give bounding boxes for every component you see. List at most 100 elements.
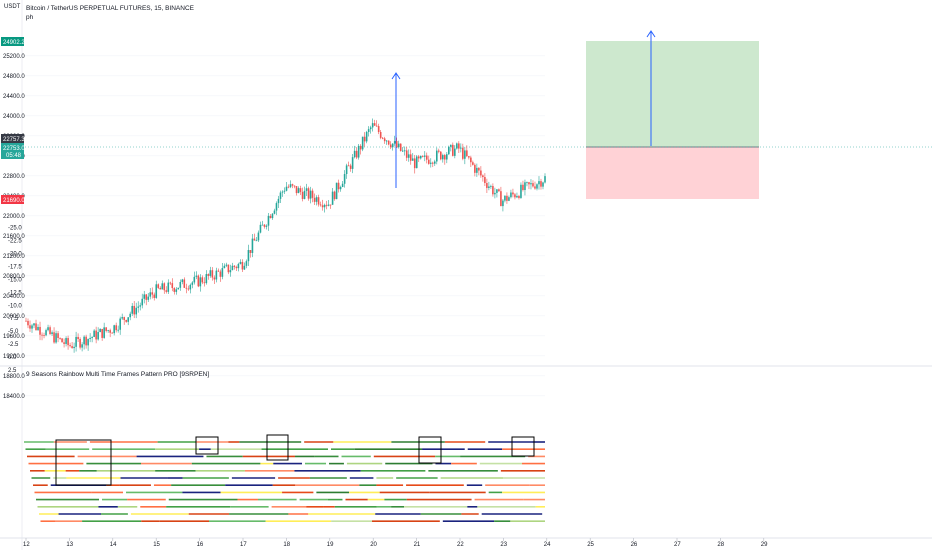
candle [427, 159, 430, 164]
candle [542, 182, 544, 187]
candle [540, 181, 542, 187]
candle [379, 131, 382, 138]
price-tick-label: 20400.0 [3, 294, 25, 300]
time-tick-label: 16 [197, 542, 204, 548]
candle [145, 294, 148, 300]
price-tick-label: 20000.0 [3, 314, 25, 320]
candle [403, 150, 406, 152]
candle [257, 232, 260, 241]
time-tick-label: 25 [587, 542, 594, 548]
indicator-title: 9 Seasons Rainbow Multi Time Frames Patt… [26, 371, 209, 378]
candle [25, 320, 27, 322]
indicator-axis[interactable]: 2.5 0.0 -2.5 -5.0 -7.5 -10.0 -12.5 -15.0 -17.5 -2… [8, 226, 22, 374]
candle [516, 196, 518, 198]
candle [423, 155, 426, 157]
candle [363, 136, 366, 142]
candle [431, 162, 434, 164]
candle [536, 184, 538, 189]
time-tick-label: 22 [457, 542, 464, 548]
candle [207, 274, 210, 276]
candle [137, 306, 140, 308]
candle [175, 289, 178, 292]
candle [209, 270, 212, 276]
candle [319, 204, 322, 206]
candle [544, 176, 546, 183]
candle [89, 337, 91, 339]
candle [295, 186, 298, 194]
candle [235, 266, 238, 269]
candle [187, 288, 190, 290]
candle [269, 215, 272, 219]
candle [504, 195, 506, 201]
profit-zone[interactable] [586, 41, 759, 147]
indicator-tick-label: -17.5 [8, 264, 22, 270]
candle [197, 275, 200, 287]
candle [476, 167, 478, 173]
time-axis[interactable]: 12 13 14 15 16 17 18 19 20 21 22 23 24 25 26 27 28 29 [23, 538, 768, 548]
candle [273, 210, 276, 214]
candle [31, 325, 33, 329]
candle [277, 198, 280, 204]
candle [393, 141, 396, 144]
candle [309, 190, 312, 199]
candle [53, 332, 55, 343]
candle [221, 268, 224, 277]
candle [229, 270, 232, 273]
candle [191, 282, 194, 285]
candle [117, 329, 119, 331]
time-tick-label: 29 [761, 542, 768, 548]
target-arrow[interactable] [646, 30, 656, 146]
candle [385, 140, 388, 142]
price-tick-label: 21200.0 [3, 254, 25, 260]
candle [425, 155, 428, 160]
price-candles[interactable] [25, 118, 546, 353]
candle [101, 329, 103, 338]
candle [411, 158, 414, 161]
candle [193, 276, 196, 283]
candle [355, 150, 358, 158]
candle [69, 345, 71, 347]
candle [315, 197, 318, 202]
candle [359, 145, 362, 150]
candle [361, 136, 364, 150]
candle [223, 265, 226, 269]
candle [452, 144, 454, 156]
candle [99, 329, 101, 333]
candle [514, 194, 516, 198]
candle [281, 191, 284, 193]
candle [335, 182, 338, 200]
candle [395, 141, 398, 148]
candle [341, 183, 344, 188]
candle [369, 127, 372, 130]
candle [123, 317, 125, 320]
candle [321, 205, 324, 208]
time-tick-label: 21 [414, 542, 421, 548]
candle [470, 157, 472, 163]
stop-price-tag: 21690.0 [1, 195, 25, 204]
candle [73, 346, 75, 349]
rainbow-indicator[interactable] [24, 441, 545, 523]
candle [265, 225, 268, 227]
svg-text:24902.2: 24902.2 [3, 40, 25, 46]
candle [107, 330, 109, 332]
candle [367, 129, 370, 132]
candle [195, 275, 198, 277]
candle [339, 187, 342, 190]
drop-arrow[interactable] [391, 72, 401, 188]
indicator-tick-label: -22.5 [8, 239, 22, 245]
time-tick-label: 19 [327, 542, 334, 548]
candle [181, 279, 184, 282]
candle [247, 250, 250, 262]
candle [129, 313, 132, 318]
pattern-boxes[interactable] [55, 434, 535, 486]
candle [155, 284, 158, 298]
candle [456, 143, 458, 149]
loss-zone[interactable] [586, 147, 759, 199]
time-tick-label: 13 [66, 542, 73, 548]
price-tick-label: 20800.0 [3, 274, 25, 280]
time-tick-label: 18 [283, 542, 290, 548]
candle [373, 123, 376, 126]
candle [105, 327, 107, 331]
candle [365, 131, 368, 142]
